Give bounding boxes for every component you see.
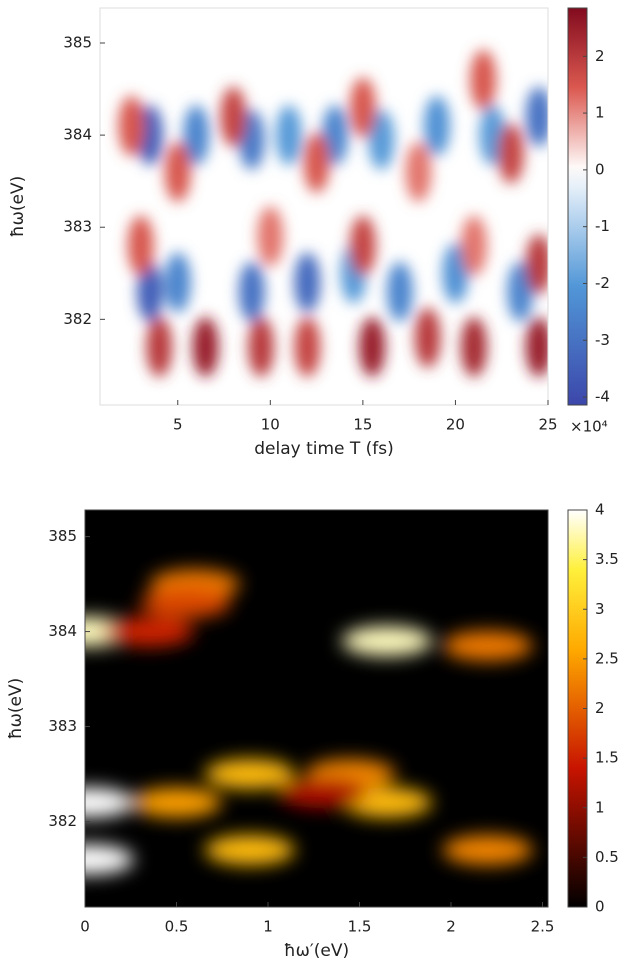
colorbar-tick-label: 1: [595, 104, 605, 122]
heat-blob: [183, 105, 210, 166]
y-tick-label: 384: [63, 126, 92, 144]
colorbar-tick-label: -3: [595, 331, 610, 349]
colorbar-tick-label: 1.5: [595, 749, 619, 767]
colorbar-tick-label: 3: [595, 600, 605, 618]
heatmap-blobs: [85, 569, 533, 875]
heat-blob: [85, 844, 134, 875]
heat-blob: [248, 316, 275, 377]
heat-blob: [460, 316, 487, 377]
heat-blob: [423, 95, 450, 156]
y-tick-label: 385: [63, 34, 92, 52]
y-tick-label: 383: [63, 218, 92, 236]
x-tick-label: 0: [80, 918, 90, 936]
heatmap: [85, 569, 533, 875]
colorbar-tick-label: 3.5: [595, 550, 619, 568]
heat-blob: [525, 316, 548, 377]
heat-blob: [470, 49, 497, 110]
heat-blob: [131, 787, 222, 818]
colorbar-tick-label: -4: [595, 388, 610, 406]
heat-blob: [277, 778, 368, 809]
x-tick-label: 10: [261, 416, 280, 434]
heat-blob: [460, 215, 487, 276]
x-tick-label: 0.5: [165, 918, 189, 936]
heat-blob: [192, 316, 219, 377]
y-tick-label: 382: [48, 812, 77, 830]
colorbar-tick-label: 1: [595, 798, 605, 816]
heat-blob: [127, 215, 154, 276]
colorbar-tick-label: -1: [595, 217, 610, 235]
heat-blob: [414, 307, 441, 368]
heat-blob: [85, 787, 134, 818]
heat-blob: [238, 261, 265, 322]
heat-blob: [442, 835, 533, 866]
heat-blob: [341, 626, 432, 657]
heat-blob: [104, 616, 195, 647]
heatmap: [118, 49, 548, 377]
heat-blob: [294, 316, 321, 377]
heat-blob: [507, 261, 534, 322]
colorbar-tick-label: 0: [595, 160, 605, 178]
heat-blob: [164, 252, 191, 313]
colorbar-tick-label: 2.5: [595, 649, 619, 667]
colorbar-tick-label: 0: [595, 898, 605, 916]
heat-blob: [442, 243, 469, 304]
x-axis-label: delay time T (fs): [254, 439, 394, 459]
colorbar-tick-label: 2: [595, 47, 605, 65]
heat-blob: [322, 105, 349, 166]
heat-blob: [386, 261, 413, 322]
heat-blob: [118, 95, 145, 156]
colorbar-tick-label: 2: [595, 699, 605, 717]
x-tick-label: 2.5: [531, 918, 555, 936]
y-axis-label: ħω(eV): [6, 678, 26, 739]
x-tick-label: 15: [353, 416, 372, 434]
heat-blob: [525, 86, 548, 147]
heat-blob: [525, 234, 548, 295]
heat-blob: [164, 141, 191, 202]
heat-blob: [303, 132, 330, 193]
y-tick-label: 383: [48, 717, 77, 735]
heat-blob: [405, 141, 432, 202]
y-axis-label: ħω(eV): [8, 176, 28, 237]
x-tick-label: 20: [446, 416, 465, 434]
heat-blob: [497, 123, 524, 184]
heat-blob: [442, 630, 533, 661]
heat-blob: [136, 261, 163, 322]
y-tick-label: 384: [48, 622, 77, 640]
x-tick-label: 5: [173, 416, 183, 434]
x-tick-label: 1.5: [348, 918, 372, 936]
heat-blob: [204, 759, 295, 790]
colorbar-multiplier: ×10⁴: [570, 418, 608, 436]
heat-blob: [294, 252, 321, 313]
heat-blob: [140, 588, 231, 619]
heat-blob: [220, 86, 247, 147]
colorbar: [567, 7, 588, 406]
heat-blob: [146, 316, 173, 377]
heat-blob: [204, 835, 295, 866]
y-tick-label: 385: [48, 527, 77, 545]
plot-frame: [84, 509, 549, 908]
heat-blob: [257, 206, 284, 267]
colorbar-tick-label: 4: [595, 501, 605, 519]
heat-blob: [349, 215, 376, 276]
colorbar-tick-label: -2: [595, 274, 610, 292]
x-tick-label: 25: [538, 416, 557, 434]
x-axis-label: ħω′(eV): [284, 941, 349, 961]
heat-blob: [359, 316, 386, 377]
colorbar-tick-label: 0.5: [595, 848, 619, 866]
heatmap-blobs: [118, 49, 548, 377]
y-tick-label: 382: [63, 310, 92, 328]
x-tick-label: 1: [263, 918, 273, 936]
x-tick-label: 2: [446, 918, 456, 936]
heat-blob: [275, 105, 302, 166]
heat-blob: [368, 109, 395, 170]
plot-frame: [99, 7, 549, 406]
heat-blob: [349, 77, 376, 138]
